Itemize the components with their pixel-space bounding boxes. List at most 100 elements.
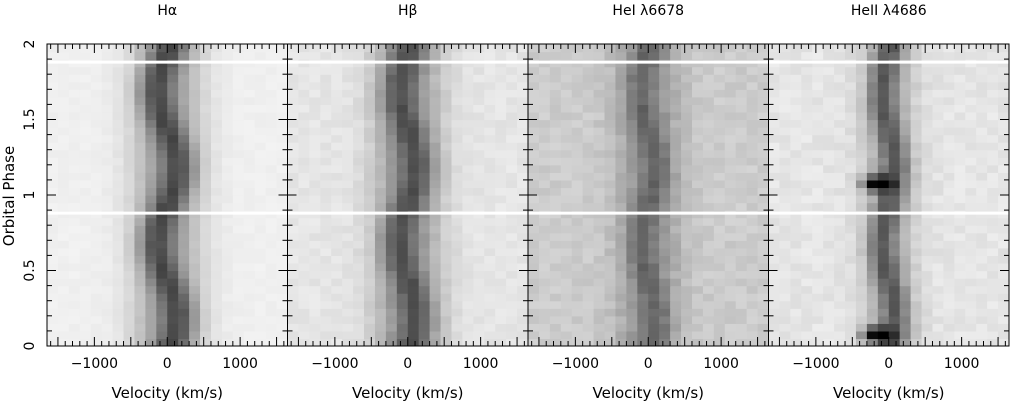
data-cell — [954, 142, 966, 151]
data-cell — [943, 44, 955, 53]
data-cell — [90, 315, 103, 324]
data-cell — [724, 308, 737, 317]
data-cell — [243, 293, 256, 302]
data-cell — [626, 202, 638, 211]
data-cell — [910, 285, 923, 294]
data-cell — [145, 187, 157, 196]
data-cell — [178, 285, 190, 294]
data-cell — [626, 217, 638, 226]
data-cell — [134, 338, 146, 346]
data-cell — [68, 111, 81, 121]
data-cell — [495, 338, 507, 346]
data-cell — [331, 74, 343, 83]
data-cell — [287, 262, 300, 272]
data-cell — [276, 300, 288, 309]
data-cell — [167, 217, 179, 226]
data-cell — [90, 308, 103, 317]
data-cell — [845, 179, 857, 189]
data-cell — [626, 44, 638, 53]
data-cell — [167, 278, 179, 287]
data-cell — [396, 142, 409, 151]
data-cell — [637, 195, 649, 204]
data-cell — [670, 232, 682, 241]
data-cell — [495, 225, 507, 234]
data-cell — [998, 285, 1009, 294]
data-cell — [954, 81, 966, 90]
data-cell — [779, 157, 791, 166]
data-cell — [998, 247, 1009, 256]
data-cell — [954, 225, 966, 234]
data-cell — [910, 104, 923, 113]
data-cell — [210, 247, 223, 256]
data-cell — [484, 225, 496, 234]
data-cell — [287, 323, 300, 332]
data-cell — [954, 51, 966, 60]
data-cell — [801, 187, 813, 196]
data-cell — [331, 232, 343, 241]
data-cell — [178, 89, 190, 98]
data-cell — [998, 240, 1009, 249]
data-cell — [353, 164, 365, 173]
data-cell — [232, 179, 245, 189]
data-cell — [528, 240, 540, 249]
data-cell — [320, 217, 332, 226]
data-cell — [735, 172, 748, 181]
data-cell — [757, 172, 769, 181]
data-cell — [757, 217, 769, 226]
data-cell — [998, 134, 1009, 143]
data-cell — [801, 262, 813, 272]
data-cell — [156, 127, 168, 136]
data-cell — [681, 66, 693, 75]
data-cell — [735, 338, 748, 346]
data-cell — [123, 119, 136, 128]
data-cell — [68, 247, 81, 256]
data-cell — [462, 96, 474, 105]
data-cell — [724, 44, 737, 53]
data-cell — [746, 142, 759, 151]
data-cell — [593, 202, 606, 211]
data-cell — [746, 315, 759, 324]
data-cell — [965, 157, 977, 166]
data-cell — [899, 247, 912, 256]
data-cell — [221, 89, 234, 98]
data-cell — [495, 262, 507, 272]
data-cell — [888, 202, 901, 211]
data-cell — [254, 104, 267, 113]
data-cell — [659, 293, 671, 302]
data-cell — [90, 293, 103, 302]
data-cell — [396, 111, 409, 121]
data-cell — [626, 149, 638, 158]
data-cell — [101, 142, 114, 151]
data-cell — [123, 142, 136, 151]
data-cell — [364, 308, 376, 317]
data-cell — [134, 323, 146, 332]
data-cell — [506, 81, 518, 90]
data-cell — [626, 172, 638, 181]
data-cell — [407, 225, 420, 234]
data-cell — [429, 44, 442, 53]
data-cell — [582, 202, 595, 211]
data-cell — [560, 119, 573, 128]
data-cell — [276, 323, 288, 332]
data-cell — [538, 81, 551, 90]
data-cell — [615, 202, 627, 211]
data-cell — [921, 308, 934, 317]
data-cell — [571, 330, 584, 340]
data-cell — [112, 323, 125, 332]
data-cell — [582, 81, 595, 90]
data-cell — [659, 308, 671, 317]
data-cell — [276, 293, 288, 302]
data-cell — [68, 44, 81, 53]
data-cell — [418, 315, 431, 324]
data-cell — [735, 164, 748, 173]
data-cell — [385, 262, 398, 272]
data-cell — [123, 51, 136, 60]
data-cell — [506, 217, 518, 226]
data-cell — [495, 247, 507, 256]
data-cell — [506, 157, 518, 166]
data-cell — [779, 293, 791, 302]
data-cell — [615, 74, 627, 83]
data-cell — [834, 270, 846, 279]
data-cell — [866, 278, 879, 287]
data-cell — [702, 96, 715, 105]
